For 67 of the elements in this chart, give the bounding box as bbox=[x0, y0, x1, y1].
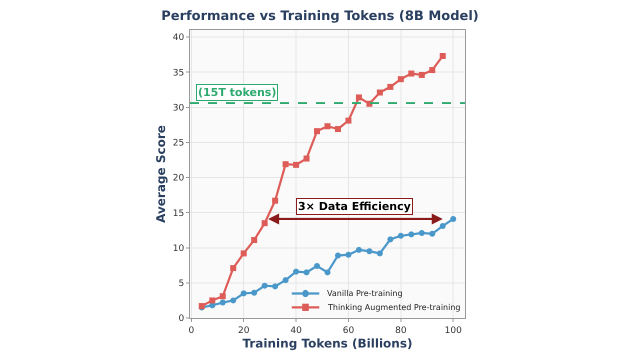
point bbox=[324, 269, 330, 276]
point bbox=[209, 297, 216, 304]
point bbox=[366, 248, 372, 254]
point bbox=[356, 94, 362, 100]
point bbox=[262, 220, 268, 226]
x-tick-label: 80 bbox=[395, 326, 407, 336]
point bbox=[251, 237, 258, 244]
point bbox=[408, 70, 414, 77]
point bbox=[282, 161, 289, 168]
point bbox=[314, 128, 320, 134]
point bbox=[345, 252, 352, 258]
point bbox=[251, 290, 258, 296]
y-axis-title: Average Score bbox=[154, 125, 168, 223]
point bbox=[272, 198, 278, 204]
x-tick-label: 0 bbox=[188, 326, 194, 336]
point bbox=[418, 72, 425, 78]
x-axis-title: Training Tokens (Billions) bbox=[242, 336, 412, 351]
point bbox=[220, 293, 226, 300]
point bbox=[398, 232, 404, 239]
point bbox=[429, 67, 436, 74]
point bbox=[230, 297, 236, 304]
point bbox=[324, 123, 330, 130]
point bbox=[240, 250, 247, 256]
point bbox=[230, 265, 236, 272]
x-tick-label: 20 bbox=[238, 326, 250, 336]
legend-label: Vanilla Pre-training bbox=[327, 289, 403, 298]
point bbox=[293, 268, 300, 275]
y-tick-label: 35 bbox=[172, 68, 184, 78]
legend-label: Thinking Augmented Pre-training bbox=[327, 303, 460, 312]
point bbox=[293, 162, 300, 168]
x-tick-label: 100 bbox=[444, 326, 462, 336]
point bbox=[440, 52, 446, 59]
point bbox=[376, 250, 383, 256]
y-tick-label: 10 bbox=[172, 244, 184, 254]
y-tick-label: 0 bbox=[178, 314, 184, 324]
point bbox=[334, 126, 341, 132]
annotation: 3× Data Efficiency bbox=[298, 200, 411, 213]
point bbox=[314, 263, 320, 270]
chart-title: Performance vs Training Tokens (8B Model) bbox=[161, 8, 479, 24]
point bbox=[429, 230, 436, 237]
x-tick-label: 40 bbox=[290, 326, 302, 336]
y-tick-label: 25 bbox=[172, 138, 184, 149]
ref-line-label: (15T tokens) bbox=[198, 86, 276, 99]
point bbox=[220, 300, 226, 306]
point bbox=[450, 216, 456, 222]
point bbox=[376, 90, 383, 96]
point bbox=[408, 231, 414, 238]
y-tick-label: 20 bbox=[172, 174, 184, 184]
point bbox=[334, 252, 341, 258]
point bbox=[418, 230, 425, 236]
point bbox=[398, 76, 404, 82]
y-tick-label: 40 bbox=[172, 33, 184, 44]
point bbox=[304, 156, 310, 162]
point bbox=[387, 84, 394, 90]
point bbox=[272, 283, 278, 290]
point bbox=[345, 118, 352, 124]
point bbox=[240, 290, 247, 296]
point bbox=[282, 277, 289, 284]
y-tick-label: 15 bbox=[172, 208, 184, 219]
y-tick-label: 5 bbox=[178, 279, 184, 290]
x-tick-label: 60 bbox=[342, 326, 354, 336]
point bbox=[356, 246, 362, 253]
point bbox=[262, 282, 268, 289]
point bbox=[387, 236, 394, 242]
point bbox=[440, 222, 446, 229]
y-tick-label: 30 bbox=[172, 103, 184, 114]
point bbox=[304, 269, 310, 276]
